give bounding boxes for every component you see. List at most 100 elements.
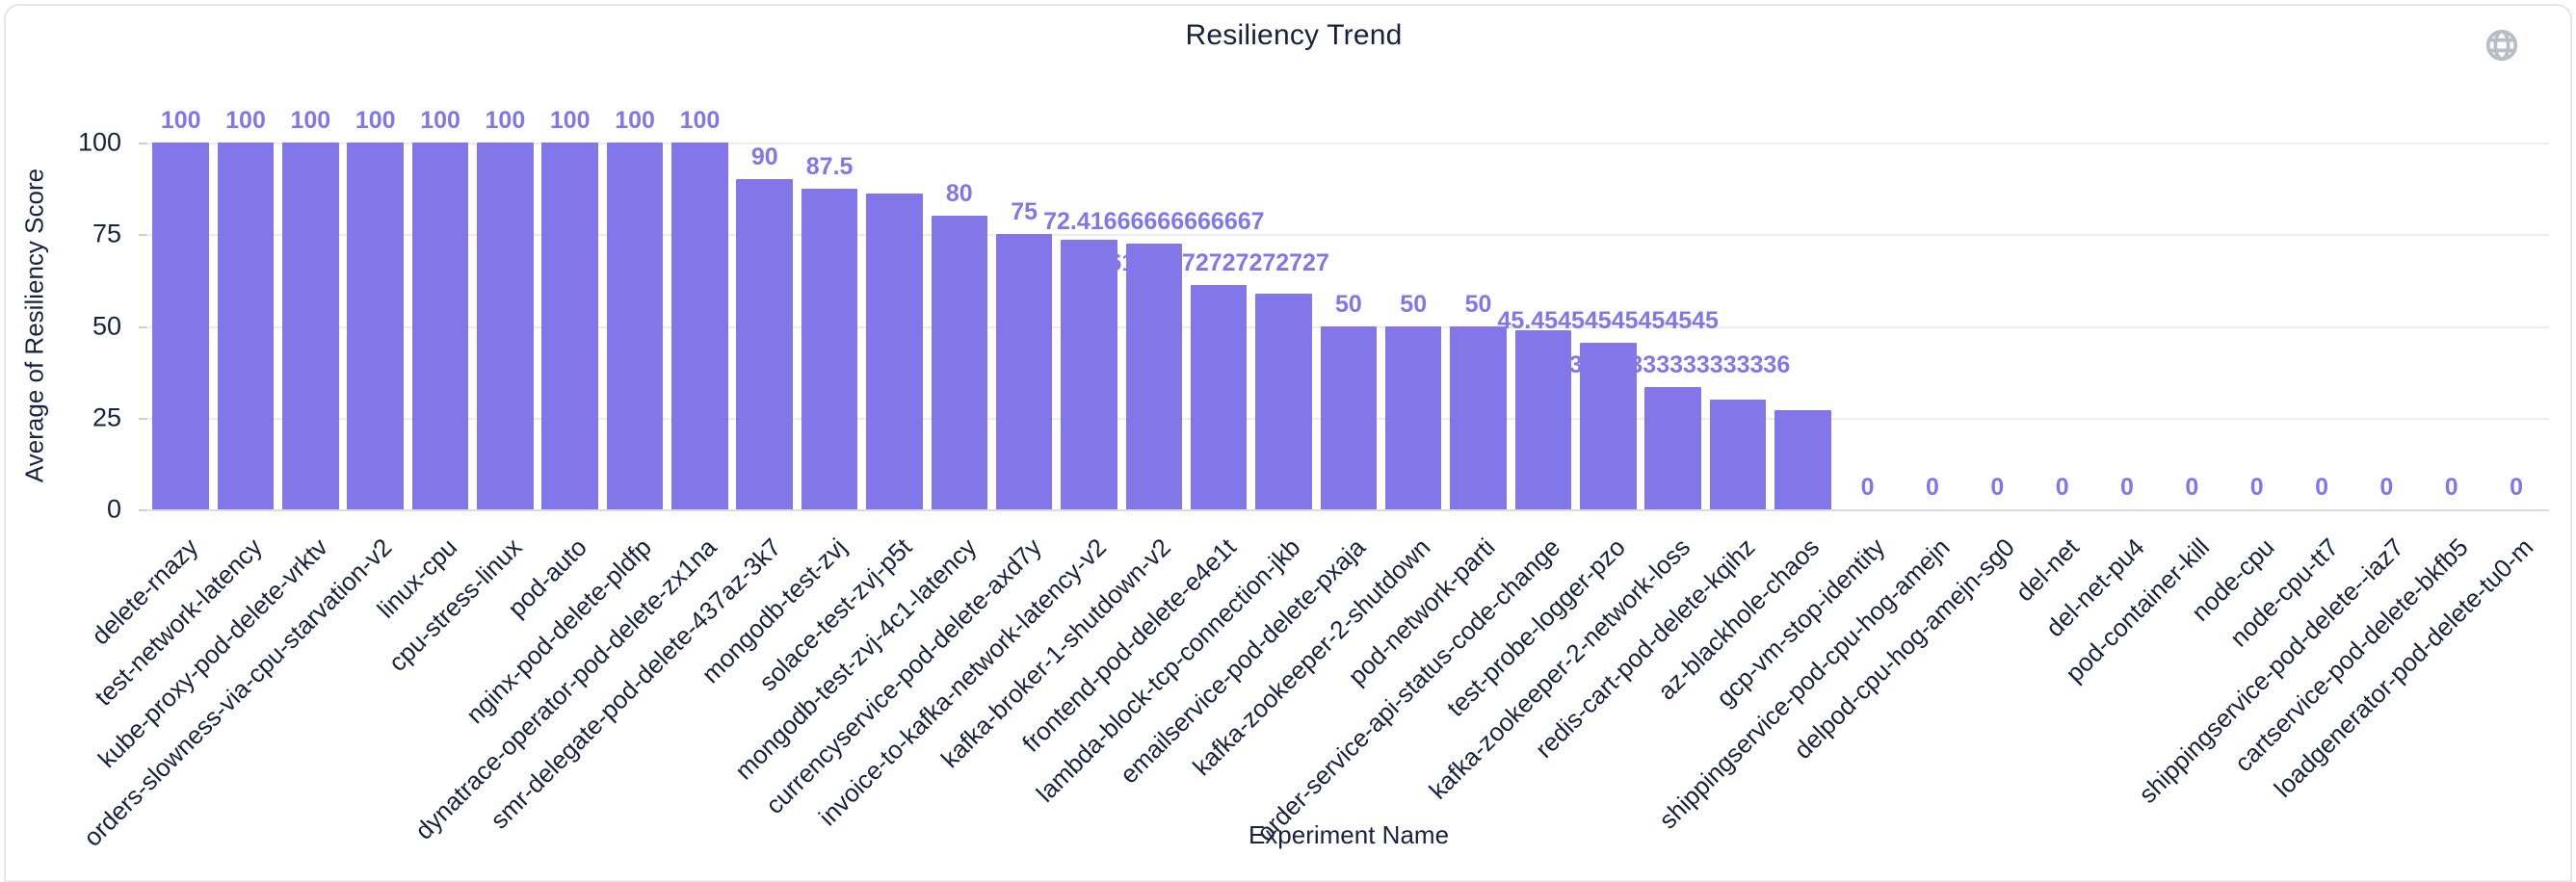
bar[interactable] [866,193,923,509]
bar-slot: 75 [991,143,1056,509]
bar-slot: 100 [343,107,407,509]
bar-slot: 0 [1900,143,1964,509]
bar[interactable] [1384,325,1442,509]
bar-value-label: 0 [2315,474,2328,501]
bar-slot [1251,143,1316,509]
bar-value-label: 0 [2055,474,2069,501]
bar-slot: 0 [2030,143,2094,509]
bar-slot: 100 [278,107,343,509]
bar-slot: 100 [538,107,602,509]
bar-value-label: 100 [355,107,396,134]
bar-value-label: 100 [615,107,655,134]
bar-value-label: 100 [160,107,201,134]
bar-value-label: 0 [1926,474,1939,501]
bar-slot: 80 [927,143,991,509]
y-tick [139,143,147,144]
bar[interactable] [1190,284,1248,509]
bar[interactable] [736,179,794,509]
bar-slot: 0 [2094,143,2159,509]
bar[interactable] [1579,342,1637,509]
bar-value-label: 100 [290,107,331,134]
globe-button[interactable] [2484,27,2520,64]
bar-value-label: 0 [2120,474,2134,501]
bar[interactable] [1709,399,1767,509]
bar-slot [1511,143,1575,509]
bar[interactable] [1774,410,1831,509]
bar-value-label: 50 [1464,290,1492,318]
bar[interactable] [1320,325,1378,509]
bar-value-label: 72.41666666666667 [1043,208,1265,236]
bar-slot: 0 [2484,143,2548,509]
bar-value-label: 50 [1334,290,1362,318]
bar-slot: 100 [213,107,277,509]
bar-value-label: 75 [1011,198,1038,226]
bar-slot: 0 [2419,143,2484,509]
bar[interactable] [1644,387,1701,509]
bar-value-label: 100 [485,107,526,134]
bar-slot: 0 [1835,143,1900,509]
bar-slot: 0 [1965,143,2030,509]
bar[interactable] [282,143,339,509]
bar-slot [1057,143,1121,509]
y-tick-label: 50 [92,311,121,340]
bar-slot: 100 [602,107,667,509]
bar-slot: 100 [473,107,538,509]
y-tick [139,234,147,237]
y-tick [139,417,147,420]
bar-slot: 87.5 [797,143,861,509]
bar[interactable] [1450,325,1507,509]
bar-value-label: 90 [750,143,778,171]
bar[interactable] [931,216,988,509]
bar-value-label: 100 [549,107,591,134]
bar-slot: 0 [2354,143,2419,509]
bar[interactable] [347,143,404,509]
horizontal-scrollbar[interactable] [6,880,2570,882]
bar[interactable] [995,234,1053,509]
bar-slot: 100 [668,107,732,509]
bar-value-label: 100 [420,107,460,134]
bar-slot [862,143,927,509]
bar[interactable] [152,143,209,509]
bar-value-label: 0 [1990,474,2005,501]
bar-slot: 72.41666666666667 [1043,143,1265,509]
y-tick [139,325,147,328]
bar-slot: 0 [2289,143,2353,509]
bar-chart: 100 100 100 100 100 100 100 100 100 90 87.5 80 75 72.… [148,107,2549,509]
bar-value-label: 0 [1860,474,1875,501]
bar[interactable] [217,143,275,509]
gridline [148,234,2549,237]
bar-slot: 90 [732,143,797,509]
bar[interactable] [541,143,599,509]
y-tick-label: 0 [106,494,121,524]
bar-value-label: 0 [2510,474,2523,501]
bar[interactable] [477,143,534,509]
bar[interactable] [411,143,469,509]
bar-value-label: 100 [225,107,266,134]
y-tick-label: 25 [92,402,121,432]
bar[interactable] [1255,293,1312,509]
bar-value-label: 45.45454545454545 [1497,306,1719,334]
bar-value-label: 0 [2249,474,2264,501]
bar-slot: 50 [1446,143,1511,509]
bar-value-label: 100 [679,107,721,134]
plot-area: 100 100 100 100 100 100 100 100 100 90 87.5 80 75 72.… [148,107,2549,511]
bar[interactable] [671,143,728,509]
bar[interactable] [606,143,664,509]
bar-value-label: 0 [2379,474,2394,501]
bar-value-label: 87.5 [805,152,854,180]
bar-slot [1705,143,1770,509]
bar[interactable] [801,188,858,509]
bar[interactable] [1061,239,1117,509]
bar[interactable] [1514,330,1572,509]
bar-slot: 0 [2224,143,2289,509]
y-tick [139,509,147,511]
bar-slot: 45.45454545454545 [1498,143,1719,509]
bar-slot: 50 [1316,143,1380,509]
y-tick-label: 75 [92,219,121,248]
bar[interactable] [1125,244,1183,509]
bar-slot [1771,143,1835,509]
bar-slot: 61.27272727272727 [1108,143,1329,509]
bar-value-label: 0 [2444,474,2458,501]
chart-title: Resiliency Trend [1185,19,1403,51]
